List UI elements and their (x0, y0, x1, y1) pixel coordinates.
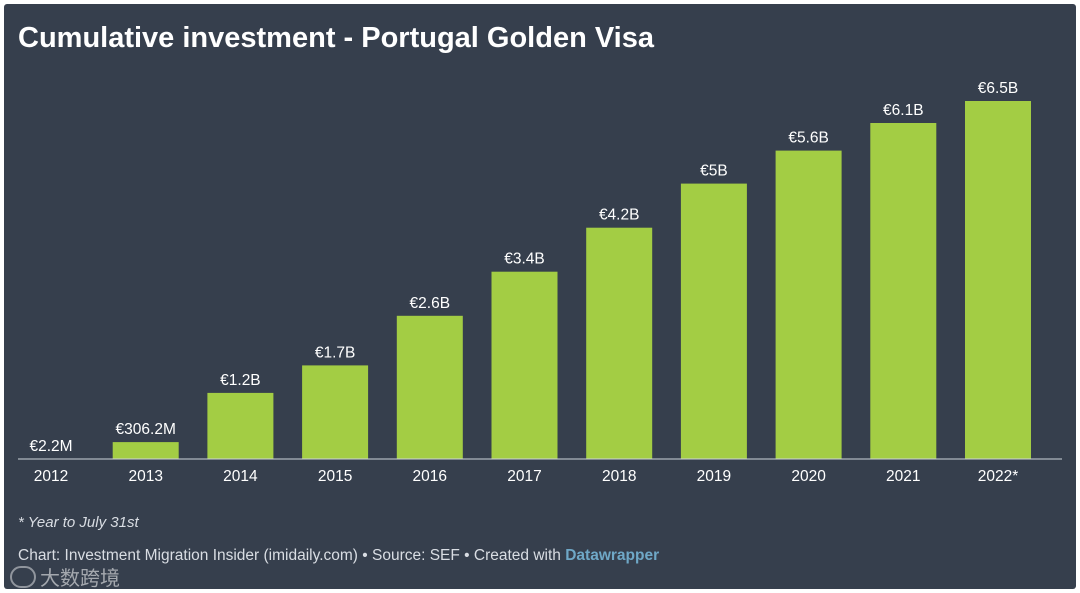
x-tick-2021: 2021 (886, 468, 920, 485)
chart-panel: Cumulative investment - Portugal Golden … (4, 4, 1076, 589)
value-label-2012: €2.2M (29, 438, 72, 455)
footnote: * Year to July 31st (18, 514, 139, 531)
value-label-2017: €3.4B (504, 251, 545, 268)
bar-2015 (302, 365, 369, 459)
value-label-2014: €1.2B (220, 372, 261, 389)
x-tick-2012: 2012 (34, 468, 68, 485)
source-line: Chart: Investment Migration Insider (imi… (18, 547, 659, 565)
x-tick-2017: 2017 (507, 468, 541, 485)
bar-2020 (775, 150, 842, 459)
bar-2016 (396, 315, 463, 459)
watermark-text: 大数跨境 (40, 568, 120, 589)
bar-2021 (870, 123, 937, 459)
bar-2017 (491, 271, 558, 459)
x-tick-2020: 2020 (791, 468, 826, 485)
value-label-2013: €306.2M (116, 421, 176, 438)
source-text: Chart: Investment Migration Insider (imi… (18, 547, 566, 564)
bar-chart: €2.2M 2012 €306.2M 2013 €1.2B 2014 €1.7B 2015 €2… (18, 80, 1062, 485)
x-tick-2019: 2019 (697, 468, 731, 485)
bar-2018 (586, 227, 653, 459)
value-label-2016: €2.6B (410, 295, 451, 312)
bar-2014 (207, 392, 274, 459)
bar-2019 (680, 183, 747, 459)
bar-2022 (965, 101, 1031, 459)
watermark-logo-icon (10, 565, 36, 588)
x-tick-2014: 2014 (223, 468, 258, 485)
chart-title: Cumulative investment - Portugal Golden … (18, 22, 654, 54)
value-label-2015: €1.7B (315, 344, 356, 361)
x-tick-2013: 2013 (128, 468, 162, 485)
x-tick-2016: 2016 (413, 468, 447, 485)
value-label-2022: €6.5B (978, 80, 1019, 97)
x-tick-2018: 2018 (602, 468, 636, 485)
x-tick-2022: 2022* (978, 468, 1019, 485)
value-label-2021: €6.1B (883, 102, 924, 119)
datawrapper-link[interactable]: Datawrapper (565, 547, 660, 564)
bar-2013 (112, 442, 179, 459)
value-label-2020: €5.6B (788, 130, 829, 147)
watermark: 大数跨境 (10, 562, 120, 589)
value-label-2018: €4.2B (599, 207, 640, 224)
value-label-2019: €5B (700, 163, 728, 180)
x-tick-2015: 2015 (318, 468, 352, 485)
